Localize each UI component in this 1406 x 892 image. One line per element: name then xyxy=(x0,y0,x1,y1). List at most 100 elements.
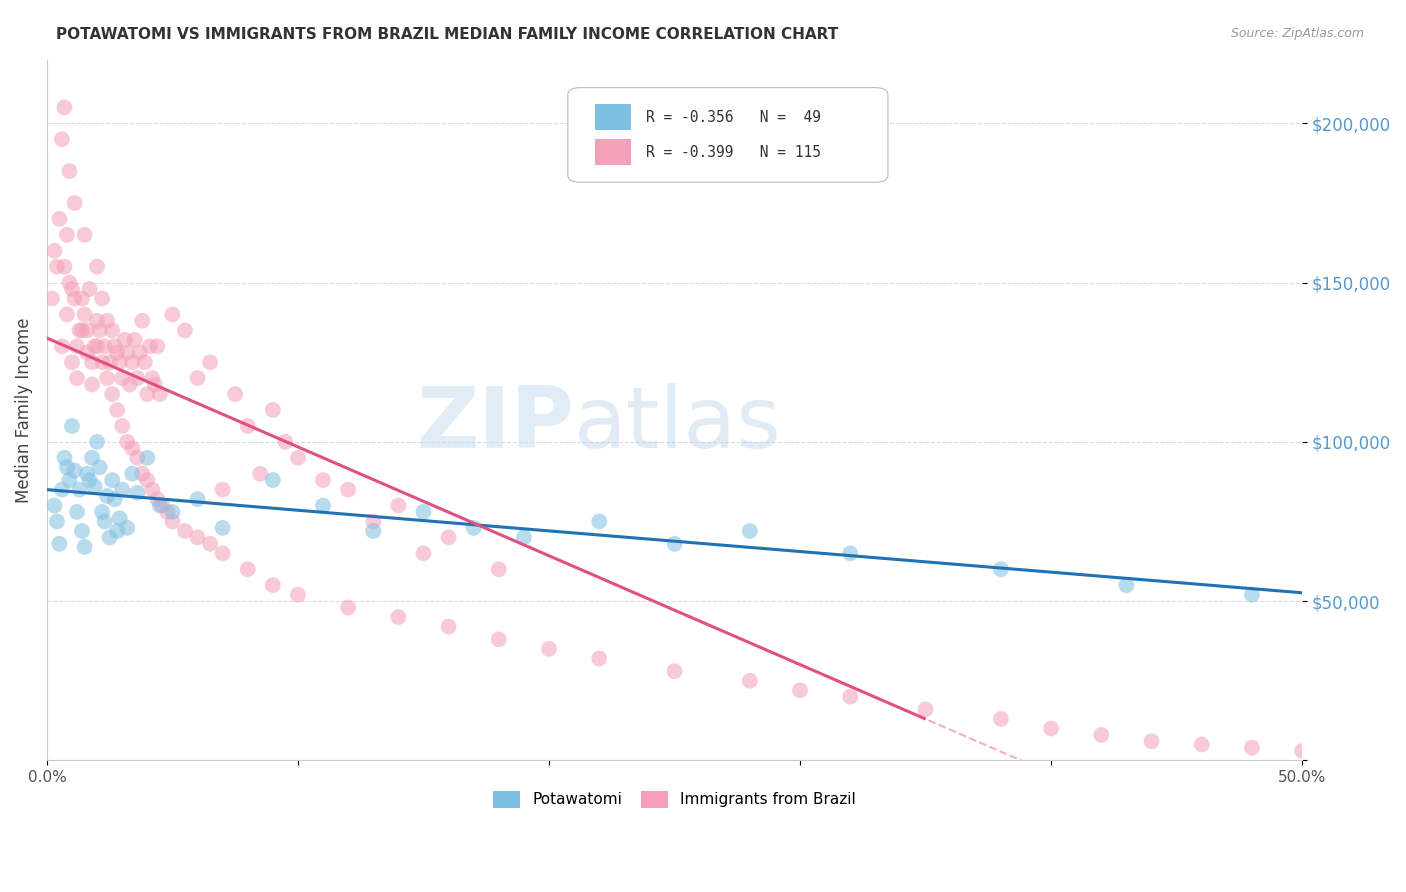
Potawatomi xyxy=(53,450,76,465)
Potawatomi xyxy=(69,483,91,497)
Immigrants from Brazil xyxy=(48,211,70,226)
Immigrants from Brazil xyxy=(337,483,360,497)
Immigrants from Brazil xyxy=(111,418,134,433)
Y-axis label: Median Family Income: Median Family Income xyxy=(15,318,32,503)
Immigrants from Brazil xyxy=(124,333,146,347)
Potawatomi xyxy=(66,505,89,519)
Potawatomi xyxy=(1115,578,1137,592)
Potawatomi xyxy=(73,540,96,554)
Potawatomi xyxy=(60,418,83,433)
Potawatomi xyxy=(186,492,208,507)
Text: ZIP: ZIP xyxy=(416,383,574,466)
Immigrants from Brazil xyxy=(437,619,460,633)
Immigrants from Brazil xyxy=(104,339,127,353)
Immigrants from Brazil xyxy=(211,546,233,560)
Immigrants from Brazil xyxy=(41,292,63,306)
Potawatomi xyxy=(91,505,114,519)
Potawatomi xyxy=(86,434,108,449)
Immigrants from Brazil xyxy=(143,377,166,392)
Immigrants from Brazil xyxy=(66,371,89,385)
Immigrants from Brazil xyxy=(588,651,610,665)
Immigrants from Brazil xyxy=(63,292,86,306)
Potawatomi xyxy=(48,537,70,551)
Immigrants from Brazil xyxy=(93,339,115,353)
Immigrants from Brazil xyxy=(63,196,86,211)
Immigrants from Brazil xyxy=(105,403,128,417)
Immigrants from Brazil xyxy=(186,371,208,385)
Potawatomi xyxy=(111,483,134,497)
Immigrants from Brazil xyxy=(111,371,134,385)
Immigrants from Brazil xyxy=(141,483,163,497)
Immigrants from Brazil xyxy=(101,323,124,337)
Immigrants from Brazil xyxy=(990,712,1012,726)
Potawatomi xyxy=(63,463,86,477)
Potawatomi xyxy=(839,546,862,560)
Immigrants from Brazil xyxy=(131,467,153,481)
Potawatomi xyxy=(56,460,79,475)
Text: Source: ZipAtlas.com: Source: ZipAtlas.com xyxy=(1230,27,1364,40)
Immigrants from Brazil xyxy=(80,355,103,369)
Text: R = -0.399   N = 115: R = -0.399 N = 115 xyxy=(645,145,821,160)
Immigrants from Brazil xyxy=(76,323,98,337)
Immigrants from Brazil xyxy=(287,450,309,465)
Immigrants from Brazil xyxy=(73,227,96,242)
Immigrants from Brazil xyxy=(51,132,73,146)
Potawatomi xyxy=(136,450,159,465)
Text: R = -0.356   N =  49: R = -0.356 N = 49 xyxy=(645,110,821,125)
Immigrants from Brazil xyxy=(58,164,80,178)
Potawatomi xyxy=(58,473,80,487)
Potawatomi xyxy=(98,530,121,544)
Immigrants from Brazil xyxy=(236,562,259,576)
Immigrants from Brazil xyxy=(287,588,309,602)
Immigrants from Brazil xyxy=(91,355,114,369)
Potawatomi xyxy=(738,524,761,538)
Immigrants from Brazil xyxy=(150,499,173,513)
Immigrants from Brazil xyxy=(839,690,862,704)
Immigrants from Brazil xyxy=(1040,722,1063,736)
Immigrants from Brazil xyxy=(66,339,89,353)
Potawatomi xyxy=(1240,588,1263,602)
Immigrants from Brazil xyxy=(146,339,169,353)
Immigrants from Brazil xyxy=(83,339,105,353)
Immigrants from Brazil xyxy=(98,355,121,369)
Immigrants from Brazil xyxy=(53,100,76,114)
Immigrants from Brazil xyxy=(236,418,259,433)
Immigrants from Brazil xyxy=(108,355,131,369)
Immigrants from Brazil xyxy=(387,610,409,624)
Potawatomi xyxy=(312,499,335,513)
Immigrants from Brazil xyxy=(664,664,686,678)
Immigrants from Brazil xyxy=(262,403,284,417)
Immigrants from Brazil xyxy=(45,260,67,274)
Immigrants from Brazil xyxy=(789,683,811,698)
Immigrants from Brazil xyxy=(86,260,108,274)
Immigrants from Brazil xyxy=(274,434,297,449)
Immigrants from Brazil xyxy=(80,377,103,392)
Potawatomi xyxy=(463,521,485,535)
Potawatomi xyxy=(513,530,536,544)
Immigrants from Brazil xyxy=(115,345,138,359)
Immigrants from Brazil xyxy=(136,473,159,487)
FancyBboxPatch shape xyxy=(568,87,889,182)
Immigrants from Brazil xyxy=(118,377,141,392)
Potawatomi xyxy=(51,483,73,497)
Immigrants from Brazil xyxy=(198,537,221,551)
Legend: Potawatomi, Immigrants from Brazil: Potawatomi, Immigrants from Brazil xyxy=(485,783,863,816)
Immigrants from Brazil xyxy=(1140,734,1163,748)
Immigrants from Brazil xyxy=(139,339,162,353)
Immigrants from Brazil xyxy=(86,339,108,353)
Immigrants from Brazil xyxy=(198,355,221,369)
Immigrants from Brazil xyxy=(1191,738,1213,752)
Immigrants from Brazil xyxy=(412,546,434,560)
Immigrants from Brazil xyxy=(58,276,80,290)
Immigrants from Brazil xyxy=(738,673,761,688)
Potawatomi xyxy=(83,479,105,493)
Potawatomi xyxy=(361,524,384,538)
Immigrants from Brazil xyxy=(1090,728,1112,742)
Immigrants from Brazil xyxy=(149,387,172,401)
Immigrants from Brazil xyxy=(114,333,136,347)
Immigrants from Brazil xyxy=(56,227,79,242)
Immigrants from Brazil xyxy=(437,530,460,544)
Immigrants from Brazil xyxy=(186,530,208,544)
Immigrants from Brazil xyxy=(105,345,128,359)
Immigrants from Brazil xyxy=(89,323,111,337)
